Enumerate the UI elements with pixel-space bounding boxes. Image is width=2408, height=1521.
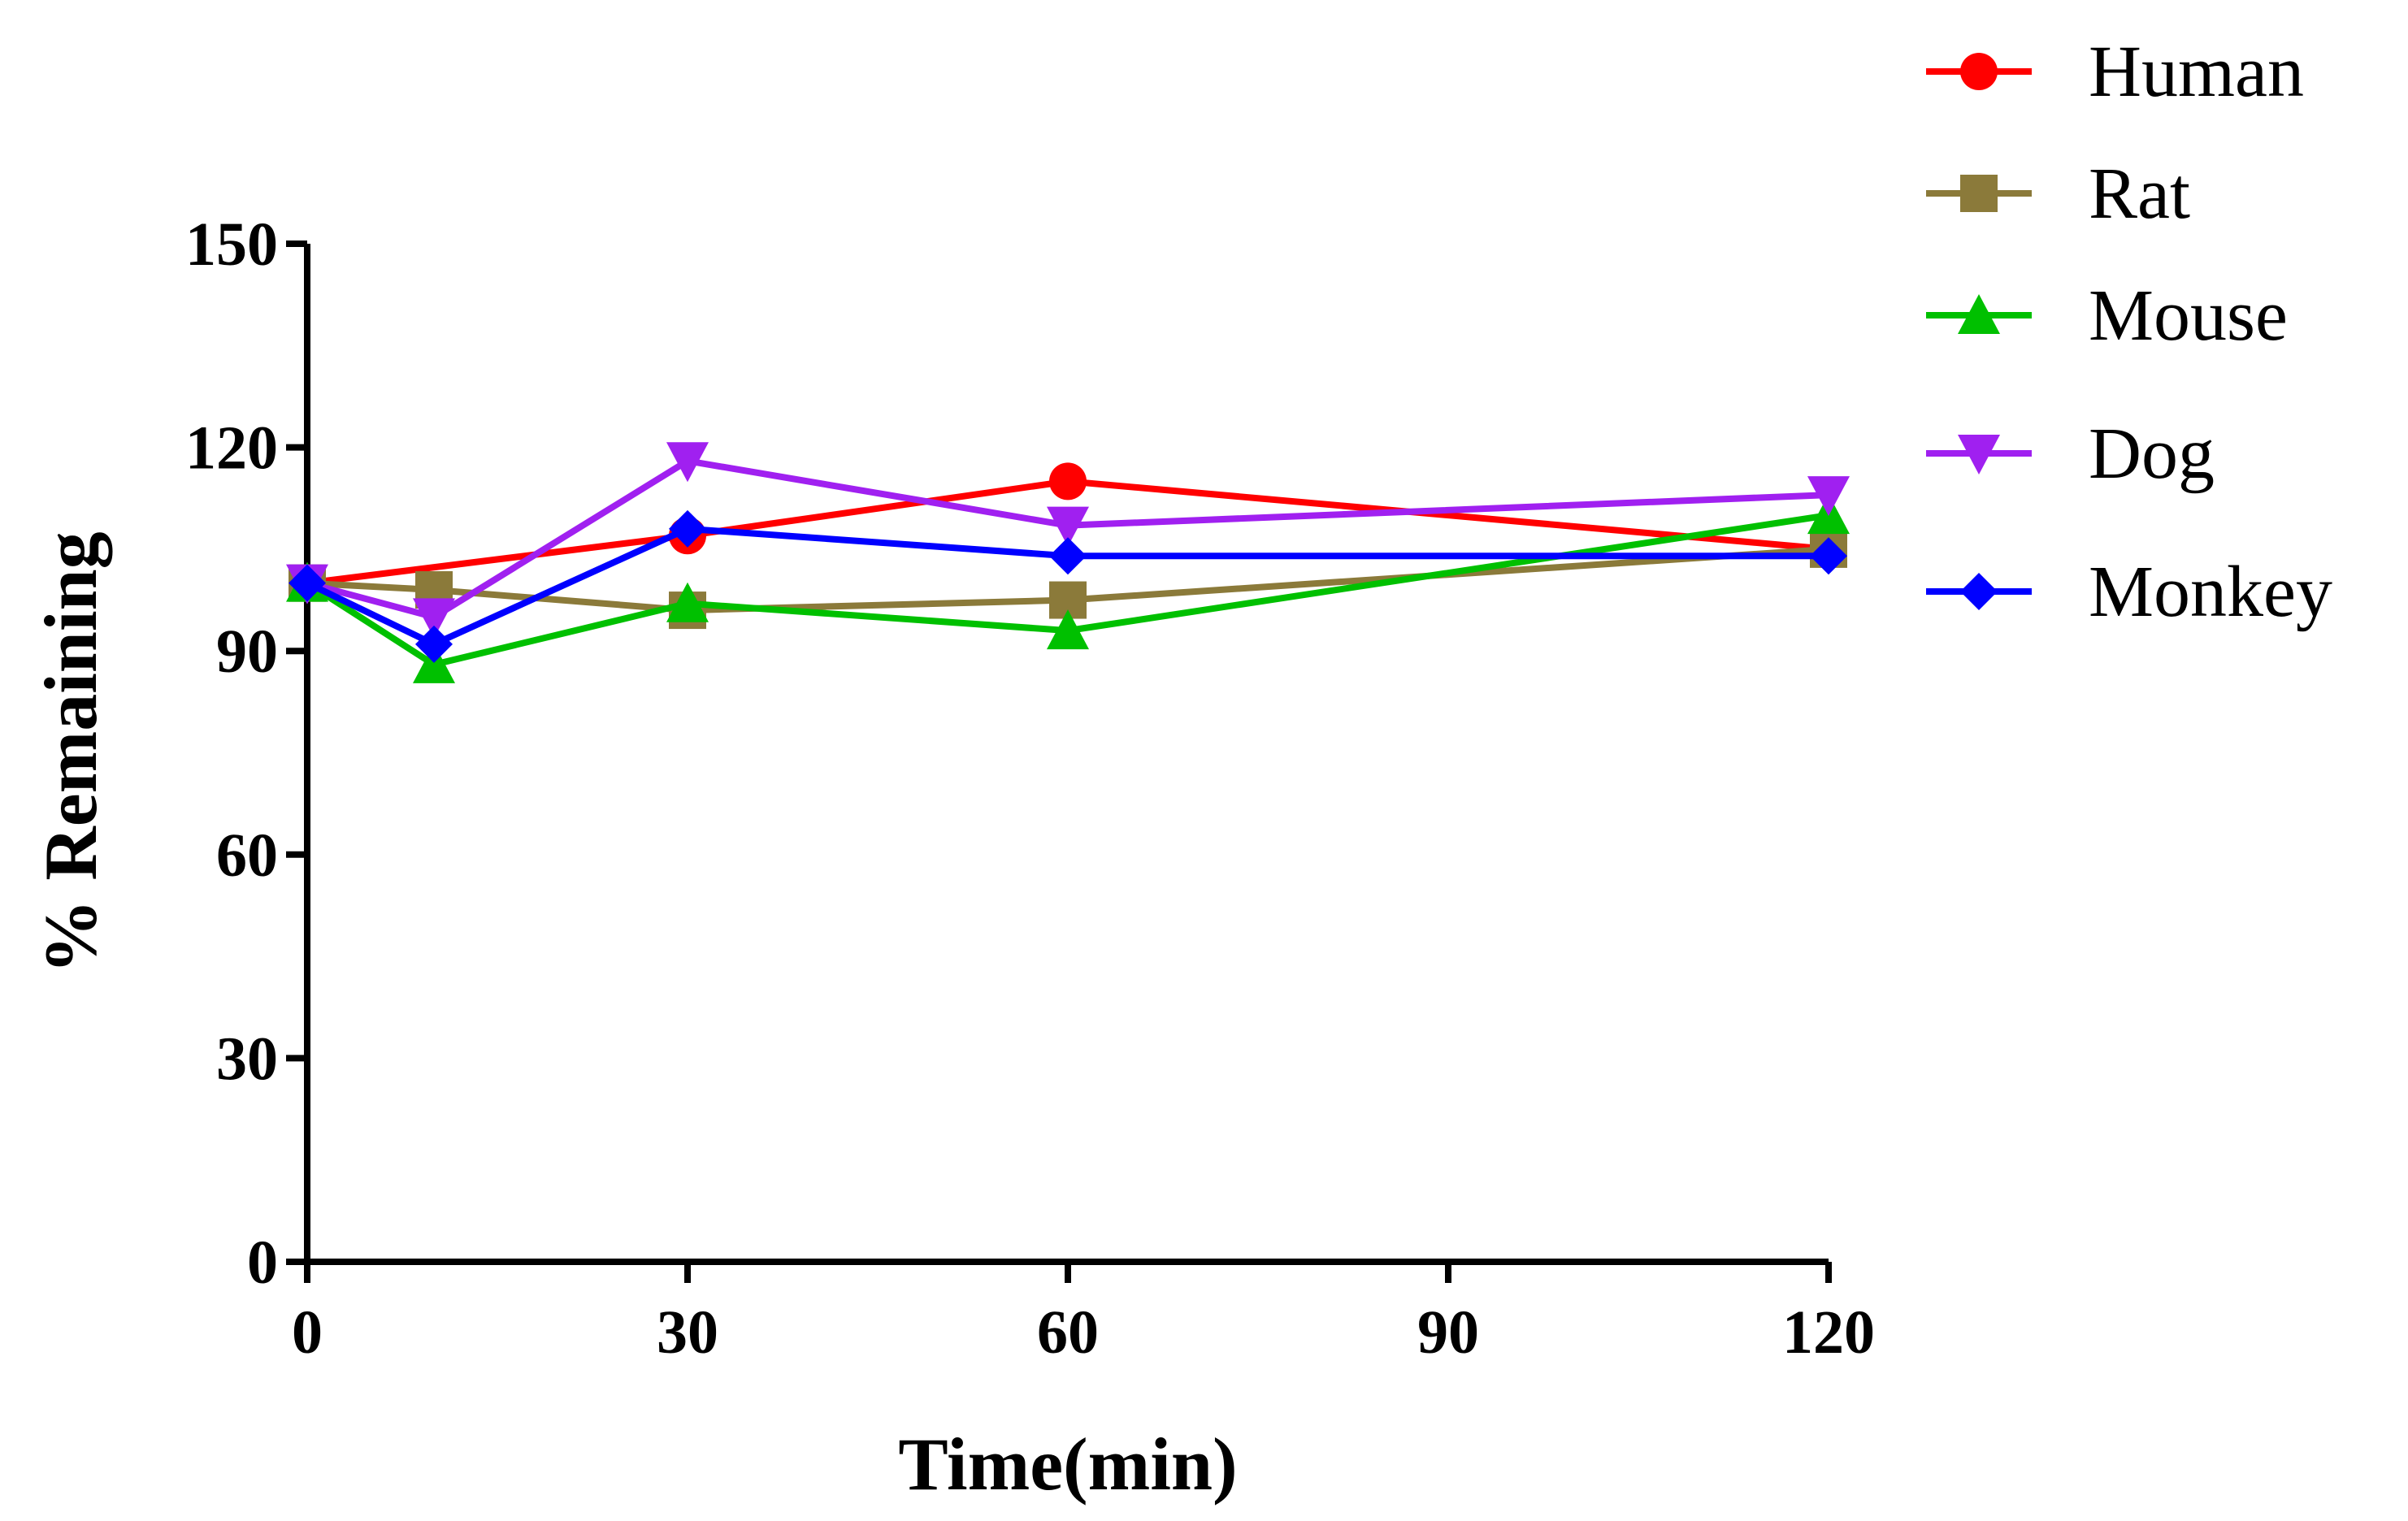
legend-item-mouse: Mouse bbox=[1926, 275, 2288, 356]
legend-marker-rat bbox=[1960, 175, 1998, 212]
y-tick-label: 120 bbox=[185, 414, 278, 483]
data-point-mouse bbox=[1047, 609, 1089, 650]
data-point-monkey bbox=[669, 509, 706, 548]
x-axis-title: Time(min) bbox=[898, 1423, 1237, 1506]
legend-item-rat: Rat bbox=[1926, 154, 2190, 234]
data-point-monkey bbox=[1049, 537, 1087, 575]
legend-marker-mouse bbox=[1958, 294, 2000, 334]
x-tick-label: 0 bbox=[292, 1298, 323, 1367]
legend-label-mouse: Mouse bbox=[2089, 275, 2288, 356]
legend-label-dog: Dog bbox=[2089, 414, 2215, 494]
data-point-mouse bbox=[666, 582, 709, 622]
y-tick-label: 90 bbox=[216, 618, 278, 686]
legend-label-monkey: Monkey bbox=[2089, 552, 2332, 632]
legend-item-human: Human bbox=[1926, 32, 2304, 112]
series-dog bbox=[286, 442, 1850, 639]
data-point-monkey bbox=[1810, 537, 1847, 575]
y-tick-label: 150 bbox=[185, 210, 278, 279]
data-point-dog bbox=[1047, 506, 1089, 547]
data-point-monkey bbox=[289, 564, 326, 602]
y-tick-label: 60 bbox=[216, 821, 278, 890]
legend-item-monkey: Monkey bbox=[1926, 552, 2332, 632]
series-monkey bbox=[289, 509, 1847, 663]
series-layer bbox=[286, 442, 1850, 683]
data-point-dog bbox=[1807, 476, 1850, 517]
legend: Human Rat Mouse Dog Monkey bbox=[1926, 32, 2332, 632]
y-tick-label: 0 bbox=[247, 1228, 278, 1297]
data-point-mouse bbox=[413, 643, 455, 683]
y-tick-label: 30 bbox=[216, 1025, 278, 1093]
x-tick-label: 120 bbox=[1782, 1298, 1875, 1367]
data-point-monkey bbox=[415, 625, 453, 663]
legend-label-rat: Rat bbox=[2089, 154, 2190, 234]
legend-marker-monkey bbox=[1960, 573, 1998, 610]
x-tick-label: 30 bbox=[657, 1298, 718, 1367]
data-point-dog bbox=[666, 442, 709, 483]
y-axis-title: % Remaining bbox=[29, 531, 112, 973]
x-tick-label: 60 bbox=[1037, 1298, 1099, 1367]
legend-marker-human bbox=[1960, 53, 1998, 90]
legend-marker-dog bbox=[1958, 435, 2000, 474]
legend-item-dog: Dog bbox=[1926, 414, 2215, 494]
data-point-human bbox=[1049, 462, 1087, 500]
series-line-human bbox=[306, 478, 1829, 587]
data-point-dog bbox=[413, 598, 455, 639]
axes: 0 30 60 90 120 150 0 30 60 90 120 bbox=[185, 210, 1875, 1367]
x-tick-label: 90 bbox=[1417, 1298, 1479, 1367]
legend-label-human: Human bbox=[2089, 32, 2304, 112]
